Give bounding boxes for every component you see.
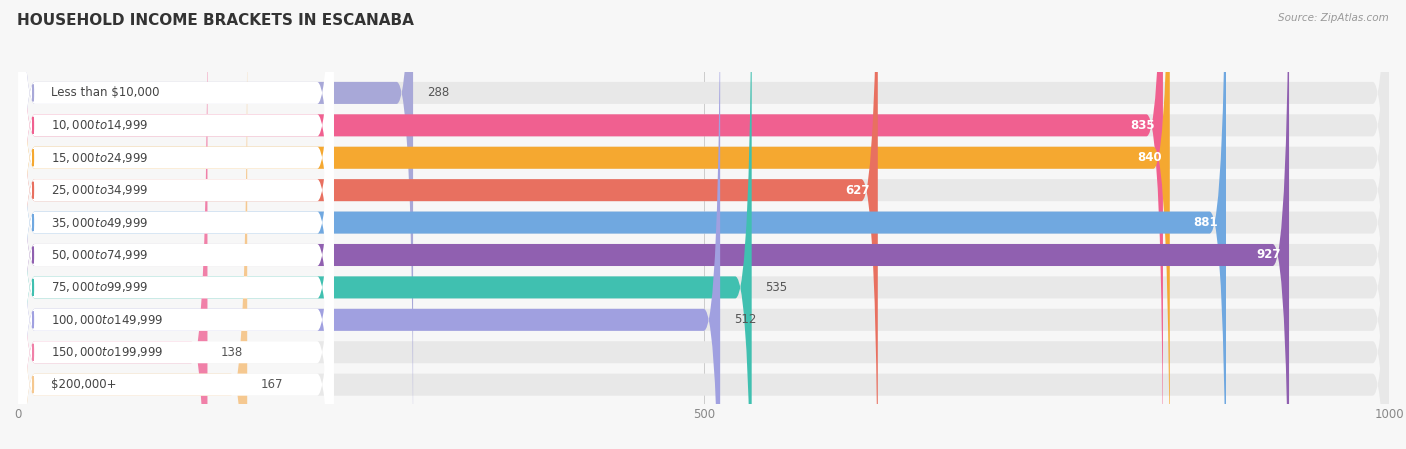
FancyBboxPatch shape	[18, 0, 1389, 449]
Text: Source: ZipAtlas.com: Source: ZipAtlas.com	[1278, 13, 1389, 23]
FancyBboxPatch shape	[18, 0, 1289, 449]
FancyBboxPatch shape	[18, 0, 1389, 449]
FancyBboxPatch shape	[18, 0, 333, 449]
FancyBboxPatch shape	[18, 7, 333, 449]
FancyBboxPatch shape	[18, 0, 333, 449]
FancyBboxPatch shape	[18, 0, 333, 449]
FancyBboxPatch shape	[18, 0, 333, 449]
FancyBboxPatch shape	[18, 7, 247, 449]
Text: $10,000 to $14,999: $10,000 to $14,999	[51, 119, 149, 132]
Text: 927: 927	[1257, 248, 1281, 261]
FancyBboxPatch shape	[18, 0, 1389, 449]
FancyBboxPatch shape	[18, 0, 333, 449]
Text: 835: 835	[1130, 119, 1154, 132]
FancyBboxPatch shape	[18, 0, 333, 449]
FancyBboxPatch shape	[18, 0, 1389, 449]
Text: $50,000 to $74,999: $50,000 to $74,999	[51, 248, 149, 262]
FancyBboxPatch shape	[18, 7, 1389, 449]
Text: $200,000+: $200,000+	[51, 378, 117, 391]
Text: 167: 167	[262, 378, 284, 391]
FancyBboxPatch shape	[18, 0, 1389, 449]
Text: $75,000 to $99,999: $75,000 to $99,999	[51, 281, 149, 295]
Text: 288: 288	[427, 86, 449, 99]
FancyBboxPatch shape	[18, 0, 1389, 449]
FancyBboxPatch shape	[18, 0, 752, 449]
Text: 535: 535	[765, 281, 787, 294]
FancyBboxPatch shape	[18, 0, 1389, 449]
Text: 881: 881	[1194, 216, 1218, 229]
Text: HOUSEHOLD INCOME BRACKETS IN ESCANABA: HOUSEHOLD INCOME BRACKETS IN ESCANABA	[17, 13, 413, 28]
FancyBboxPatch shape	[18, 0, 1226, 449]
FancyBboxPatch shape	[18, 0, 333, 449]
Text: 138: 138	[221, 346, 243, 359]
FancyBboxPatch shape	[18, 0, 333, 449]
Text: $25,000 to $34,999: $25,000 to $34,999	[51, 183, 149, 197]
Text: $15,000 to $24,999: $15,000 to $24,999	[51, 151, 149, 165]
FancyBboxPatch shape	[18, 0, 1163, 449]
FancyBboxPatch shape	[18, 0, 720, 449]
FancyBboxPatch shape	[18, 0, 877, 449]
FancyBboxPatch shape	[18, 0, 413, 449]
FancyBboxPatch shape	[18, 0, 208, 449]
FancyBboxPatch shape	[18, 0, 1389, 449]
Text: 512: 512	[734, 313, 756, 326]
FancyBboxPatch shape	[18, 0, 1389, 449]
Text: 627: 627	[845, 184, 869, 197]
Text: 840: 840	[1137, 151, 1161, 164]
FancyBboxPatch shape	[18, 0, 1170, 449]
Text: Less than $10,000: Less than $10,000	[51, 86, 160, 99]
Text: $150,000 to $199,999: $150,000 to $199,999	[51, 345, 163, 359]
Text: $100,000 to $149,999: $100,000 to $149,999	[51, 313, 163, 327]
Text: $35,000 to $49,999: $35,000 to $49,999	[51, 216, 149, 229]
FancyBboxPatch shape	[18, 0, 333, 449]
